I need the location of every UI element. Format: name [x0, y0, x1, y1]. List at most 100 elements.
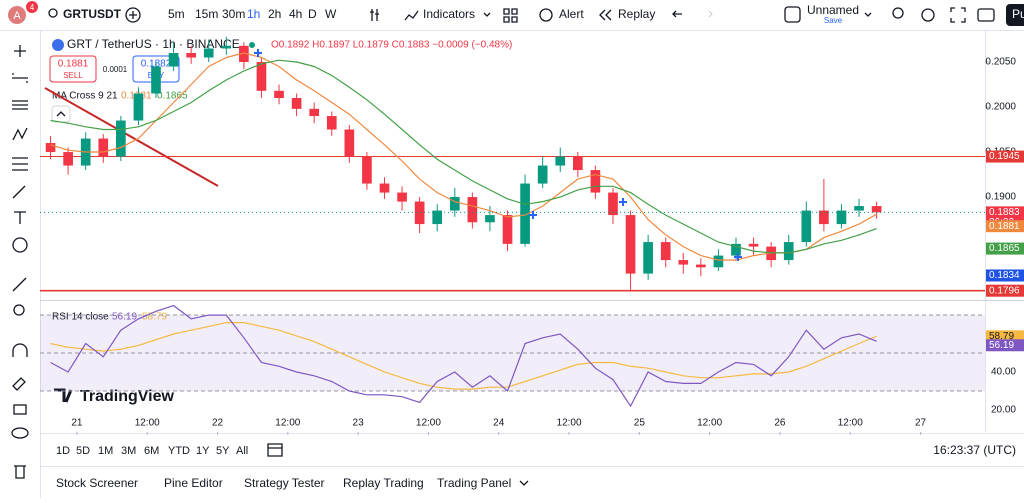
interval-button[interactable]: 4h	[289, 7, 302, 21]
interval-button[interactable]: 1h	[247, 7, 260, 21]
trendline-tool[interactable]	[12, 73, 28, 83]
candle-body	[291, 98, 302, 109]
price-label-bg	[986, 220, 1024, 233]
quick-search[interactable]	[892, 7, 904, 19]
range-button[interactable]: 6M	[144, 445, 159, 457]
fib-tool[interactable]	[12, 100, 28, 110]
rsi-ma-legend-value: 58.79	[142, 312, 167, 323]
candle-body	[625, 215, 636, 274]
range-button[interactable]: 5D	[76, 445, 90, 457]
chevron	[483, 12, 491, 17]
layout-icon[interactable]	[503, 8, 518, 23]
range-button[interactable]: 1D	[56, 445, 70, 457]
pattern-tool[interactable]	[12, 127, 28, 141]
date-range-icon[interactable]	[267, 443, 283, 457]
zoom-tool[interactable]	[13, 304, 25, 316]
candle-body	[362, 156, 372, 184]
range-button[interactable]: 5Y	[216, 445, 230, 457]
interval-button[interactable]: 30m	[222, 7, 245, 21]
rsi-label: 58.79	[989, 331, 1014, 342]
sell-button[interactable]	[49, 55, 97, 83]
range-button[interactable]: All	[236, 445, 248, 457]
interval-button[interactable]: 15m	[195, 7, 218, 21]
publish-button[interactable]	[1006, 4, 1024, 26]
alert-icon	[539, 8, 553, 22]
interval-button[interactable]: D	[308, 7, 317, 21]
rsi-legend-value: 56.19	[112, 312, 137, 323]
candle-body	[537, 165, 548, 184]
interval-button[interactable]: 2h	[268, 7, 281, 21]
fullscreen[interactable]	[950, 7, 966, 23]
emoji-tool[interactable]	[12, 237, 28, 253]
rsi-legend: RSI 14 close	[52, 312, 109, 323]
lock[interactable]	[13, 404, 27, 415]
cross-marker	[734, 253, 742, 261]
avatar-letter: A	[13, 10, 21, 22]
candle-body	[414, 201, 425, 225]
candle-body	[344, 129, 355, 157]
candle-body	[309, 108, 320, 117]
replay-button[interactable]: Replay	[618, 7, 655, 21]
range-button[interactable]: 1M	[98, 445, 113, 457]
publish-label: Pu	[1012, 7, 1024, 21]
drawn-trendline	[44, 87, 219, 187]
price-label-bg	[986, 269, 1024, 282]
collapse-legend[interactable]	[51, 105, 71, 123]
settings[interactable]	[921, 8, 935, 22]
bottom-tab[interactable]: Trading Panel	[437, 476, 511, 490]
candle-body	[748, 243, 759, 247]
candle-body	[520, 183, 530, 244]
redo[interactable]	[708, 10, 713, 18]
candle-body	[397, 192, 407, 202]
lock-draw[interactable]	[12, 377, 26, 391]
avatar[interactable]	[8, 6, 26, 24]
magnet-tool[interactable]	[12, 343, 28, 357]
ruler-tool[interactable]	[12, 277, 27, 292]
panel-chevron	[519, 480, 529, 486]
save-label: Save	[824, 16, 843, 25]
symbol[interactable]: GRTUSDT	[63, 7, 122, 21]
indicators-button[interactable]: Indicators	[423, 7, 475, 21]
bottom-tab[interactable]: Replay Trading	[343, 476, 424, 490]
candle-body	[449, 197, 460, 211]
time-tick-label: 24	[493, 418, 505, 429]
layout-name[interactable]: Unnamed	[807, 3, 859, 17]
bottom-tab[interactable]: Strategy Tester	[244, 476, 324, 490]
snapshot[interactable]	[977, 8, 995, 22]
crosshair[interactable]	[14, 45, 26, 57]
alert-button[interactable]: Alert	[559, 7, 584, 21]
candle-body	[572, 156, 583, 171]
interval-button[interactable]: 5m	[168, 7, 185, 21]
layout-checkbox[interactable]	[784, 6, 801, 23]
candle-body	[432, 210, 443, 225]
cross-marker	[529, 211, 537, 219]
price-label-bg	[986, 242, 1024, 255]
candle-body	[854, 206, 864, 211]
text-tool[interactable]	[14, 211, 26, 224]
trash[interactable]	[14, 465, 26, 479]
brush-tool[interactable]	[12, 185, 26, 199]
undo[interactable]	[672, 10, 682, 18]
forecast-tool[interactable]	[12, 157, 28, 171]
brand: TradingView	[80, 388, 175, 405]
candle-body	[502, 215, 513, 244]
candle-body	[168, 53, 179, 67]
hide[interactable]	[11, 427, 29, 439]
add-symbol-icon[interactable]	[125, 7, 141, 23]
interval-button[interactable]: W	[325, 7, 337, 21]
range-button[interactable]: 1Y	[196, 445, 210, 457]
candle-body	[783, 242, 794, 261]
range-button[interactable]: YTD	[168, 445, 190, 457]
cross-marker	[619, 198, 627, 206]
bottom-tab[interactable]: Stock Screener	[56, 476, 138, 490]
candle-body	[98, 138, 109, 157]
range-button[interactable]: 3M	[121, 445, 136, 457]
status-dot	[249, 42, 255, 48]
candle-body	[467, 197, 478, 223]
candle-body	[731, 243, 741, 256]
bottom-tab[interactable]: Pine Editor	[164, 476, 223, 490]
candle-type-icon[interactable]	[370, 9, 379, 21]
candle-body	[45, 143, 56, 153]
price-label: 0.1881	[989, 221, 1020, 232]
